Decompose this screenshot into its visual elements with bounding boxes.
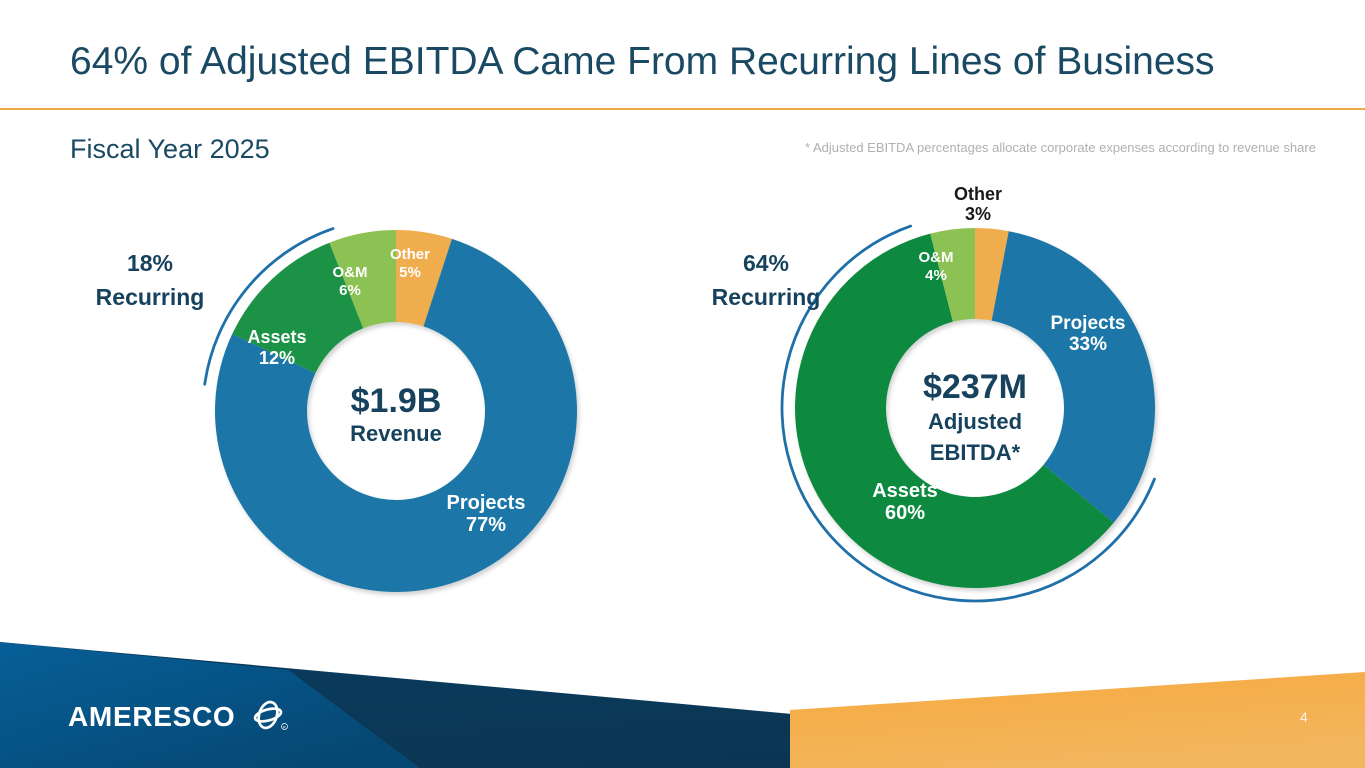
- svg-text:AMERESCO: AMERESCO: [68, 701, 235, 732]
- svg-text:R: R: [283, 725, 286, 730]
